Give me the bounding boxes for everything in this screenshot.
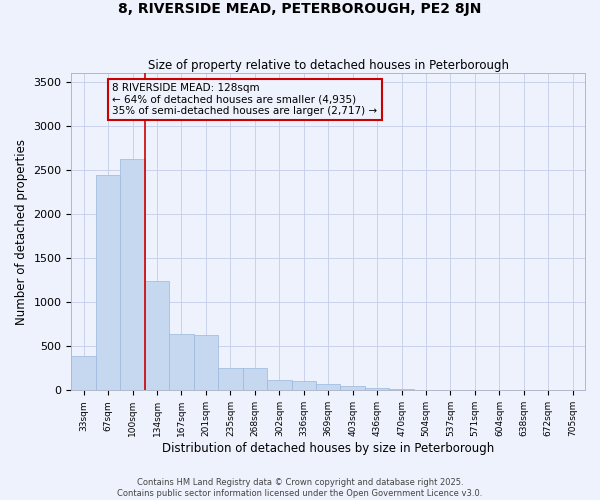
X-axis label: Distribution of detached houses by size in Peterborough: Distribution of detached houses by size … — [162, 442, 494, 455]
Bar — [267, 380, 292, 390]
Text: Contains HM Land Registry data © Crown copyright and database right 2025.
Contai: Contains HM Land Registry data © Crown c… — [118, 478, 482, 498]
Bar — [145, 281, 169, 390]
Bar — [71, 356, 96, 390]
Bar — [218, 368, 242, 390]
Y-axis label: Number of detached properties: Number of detached properties — [15, 139, 28, 325]
Title: Size of property relative to detached houses in Peterborough: Size of property relative to detached ho… — [148, 59, 509, 72]
Bar — [365, 388, 389, 390]
Bar — [292, 380, 316, 390]
Bar — [96, 176, 121, 390]
Bar — [316, 384, 340, 390]
Bar — [242, 368, 267, 390]
Bar — [194, 335, 218, 390]
Bar — [340, 386, 365, 390]
Text: 8 RIVERSIDE MEAD: 128sqm
← 64% of detached houses are smaller (4,935)
35% of sem: 8 RIVERSIDE MEAD: 128sqm ← 64% of detach… — [112, 82, 377, 116]
Bar — [121, 158, 145, 390]
Bar — [169, 334, 194, 390]
Bar — [389, 389, 414, 390]
Text: 8, RIVERSIDE MEAD, PETERBOROUGH, PE2 8JN: 8, RIVERSIDE MEAD, PETERBOROUGH, PE2 8JN — [118, 2, 482, 16]
